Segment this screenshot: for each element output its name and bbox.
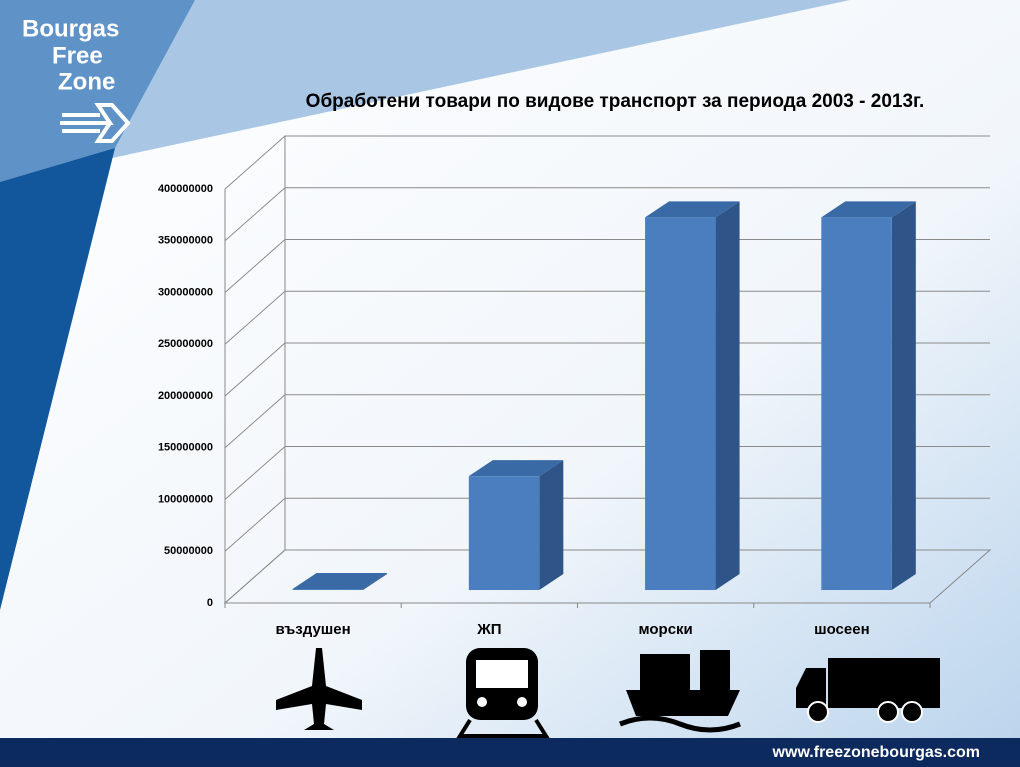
grid-line: [224, 446, 990, 500]
chart-title: Обработени товари по видове транспорт за…: [306, 91, 925, 112]
y-tick-label: 200000000: [158, 390, 213, 402]
grid-line: [224, 342, 990, 397]
logo-text: Free: [52, 42, 103, 69]
x-tick-label: шосеен: [814, 621, 870, 638]
x-tick-label: морски: [638, 621, 692, 638]
logo-text: Zone: [58, 68, 115, 95]
y-tick-label: 400000000: [158, 183, 213, 195]
y-tick-label: 100000000: [158, 493, 213, 505]
grid-line: [224, 290, 990, 345]
bar-side: [715, 201, 740, 591]
grid-line: [224, 549, 990, 604]
y-tick-label: 250000000: [158, 338, 213, 350]
grid-line: [224, 239, 990, 293]
bar-side: [539, 460, 564, 591]
grid-line: [224, 394, 990, 449]
bar-top: [292, 572, 388, 589]
bar-top: [468, 460, 564, 477]
top-band: [0, 0, 850, 182]
y-tick-label: 50000000: [164, 545, 213, 557]
footer-url: www.freezonebourgas.com: [772, 744, 980, 761]
truck-icon: [796, 658, 940, 723]
y-tick-label: 0: [207, 597, 213, 609]
plot: 0 50000000 100000000 150000000 200000000 2500…: [158, 135, 992, 638]
transport-icons: [276, 648, 940, 738]
y-tick-label: 150000000: [158, 442, 213, 454]
y-tick-label: 300000000: [158, 286, 213, 298]
grid-line: [224, 497, 990, 552]
bar-top: [645, 201, 740, 218]
logo-arrow: [60, 103, 131, 143]
side-band: [0, 148, 115, 610]
logo-text: Bourgas: [22, 15, 119, 42]
plane-icon: [276, 648, 362, 730]
train-icon: [456, 648, 550, 738]
bar-top: [821, 201, 916, 218]
footer-bar: [0, 738, 1020, 767]
bar: [821, 217, 892, 591]
ship-icon: [619, 650, 741, 733]
bar-side: [363, 572, 388, 591]
bar: [468, 476, 540, 591]
grid-line: [224, 135, 990, 190]
x-tick-label: ЖП: [476, 621, 501, 638]
x-tick-label: въздушен: [276, 621, 351, 638]
y-tick-label: 350000000: [158, 235, 213, 247]
bar-side: [891, 201, 916, 591]
bar: [292, 588, 364, 591]
logo-band: [0, 0, 195, 182]
grid-line: [224, 187, 990, 242]
bar: [645, 217, 716, 591]
